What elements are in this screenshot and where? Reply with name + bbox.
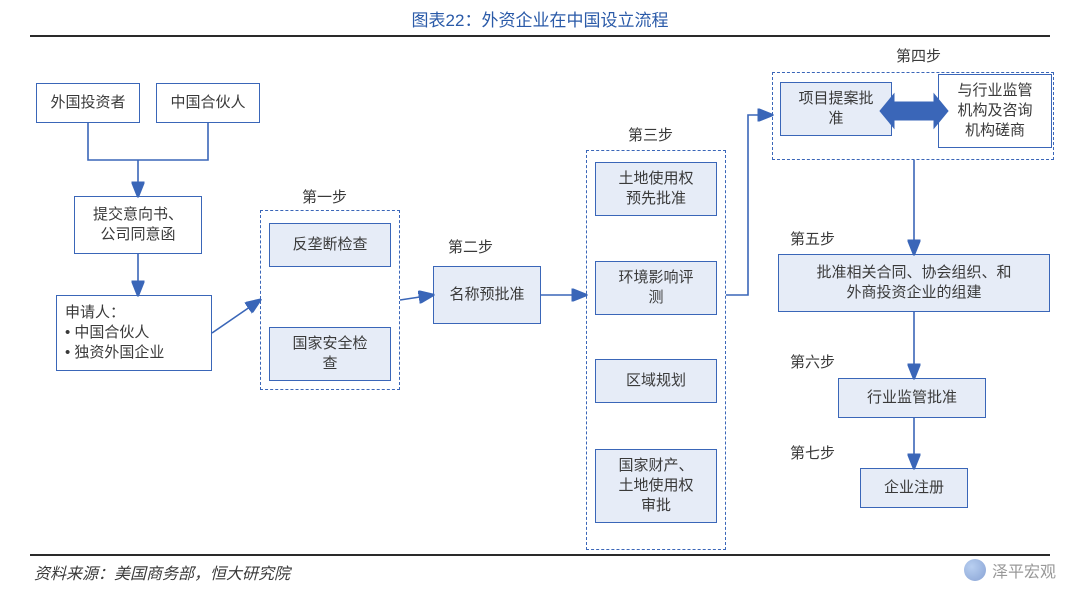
watermark-text: 泽平宏观 — [992, 558, 1056, 582]
node-proj-approval: 项目提案批 准 — [780, 82, 892, 136]
node-applicant: 申请人： • 中国合伙人 • 独资外国企业 — [56, 295, 212, 371]
label: 外国投资者 — [50, 93, 125, 113]
label: 与行业监管 机构及咨询 机构磋商 — [957, 81, 1032, 142]
step-2-label: 第二步 — [448, 236, 493, 257]
node-cn-partner: 中国合伙人 — [156, 83, 260, 123]
source-line: 资料来源：美国商务部，恒大研究院 — [34, 560, 290, 584]
step-7-label: 第七步 — [790, 442, 835, 463]
label: 反垄断检查 — [292, 235, 367, 255]
label: 提交意向书、 公司同意函 — [93, 205, 183, 246]
node-consult: 与行业监管 机构及咨询 机构磋商 — [938, 74, 1052, 148]
step-3-label: 第三步 — [628, 124, 673, 145]
watermark: 泽平宏观 — [964, 558, 1056, 582]
figure-title: 图表22：外资企业在中国设立流程 — [30, 6, 1050, 37]
label: 国家财产、 土地使用权 审批 — [618, 456, 693, 517]
node-foreign-investor: 外国投资者 — [36, 83, 140, 123]
label: 中国合伙人 — [170, 93, 245, 113]
watermark-icon — [964, 559, 986, 581]
node-land-pre: 土地使用权 预先批准 — [595, 162, 717, 216]
node-env-eval: 环境影响评 测 — [595, 261, 717, 315]
node-antitrust: 反垄断检查 — [269, 223, 391, 267]
bottom-rule — [30, 554, 1050, 556]
label: 国家安全检 查 — [292, 334, 367, 375]
node-security: 国家安全检 查 — [269, 327, 391, 381]
step-1-label: 第一步 — [302, 186, 347, 207]
step-4-label: 第四步 — [896, 45, 941, 66]
label: 土地使用权 预先批准 — [618, 169, 693, 210]
node-regulator: 行业监管批准 — [838, 378, 986, 418]
label: 企业注册 — [884, 478, 944, 498]
node-submit-loi: 提交意向书、 公司同意函 — [74, 196, 202, 254]
label: 环境影响评 测 — [618, 268, 693, 309]
label: 区域规划 — [626, 371, 686, 391]
label: 名称预批准 — [449, 285, 524, 305]
node-contracts: 批准相关合同、协会组织、和 外商投资企业的组建 — [778, 254, 1050, 312]
step-6-label: 第六步 — [790, 351, 835, 372]
node-state-land: 国家财产、 土地使用权 审批 — [595, 449, 717, 523]
step-5-label: 第五步 — [790, 228, 835, 249]
node-register: 企业注册 — [860, 468, 968, 508]
label: 行业监管批准 — [867, 388, 957, 408]
label: 申请人： • 中国合伙人 • 独资外国企业 — [65, 303, 164, 364]
node-name-approval: 名称预批准 — [433, 266, 541, 324]
node-zoning: 区域规划 — [595, 359, 717, 403]
label: 批准相关合同、协会组织、和 外商投资企业的组建 — [816, 263, 1011, 304]
label: 项目提案批 准 — [798, 89, 873, 130]
